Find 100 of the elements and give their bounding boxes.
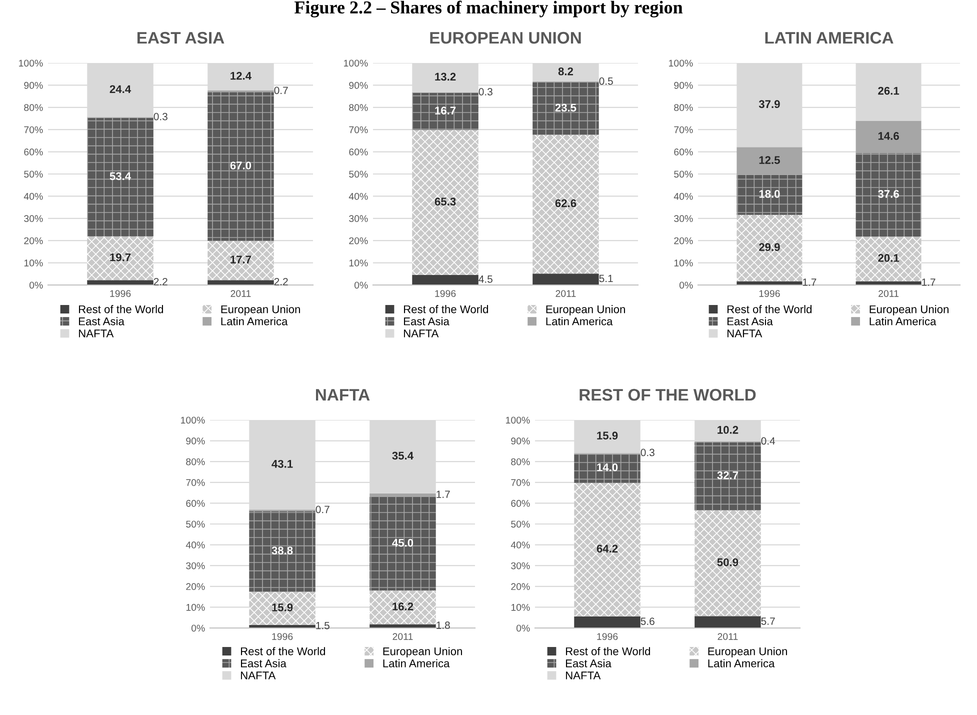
y-tick-label: 70% <box>674 126 693 134</box>
legend-label: East Asia <box>404 317 450 326</box>
legend-label: Rest of the World <box>728 305 812 314</box>
legend-label: East Asia <box>79 317 124 326</box>
y-tick-label: 100% <box>669 60 693 67</box>
legend-label: Rest of the World <box>566 647 650 656</box>
y-tick-label: 0% <box>354 282 368 289</box>
y-tick-label: 50% <box>511 520 530 528</box>
y-tick-label: 80% <box>186 458 205 466</box>
legend-label: NAFTA <box>404 330 439 338</box>
data-label: 4.5 <box>478 276 492 283</box>
data-label: 1.7 <box>922 278 936 286</box>
data-label: 0.5 <box>599 77 613 85</box>
data-label: 0.7 <box>274 86 288 94</box>
y-tick-label: 20% <box>186 583 205 590</box>
y-tick-label: 80% <box>24 104 43 112</box>
y-tick-label: 30% <box>349 215 368 222</box>
y-tick-label: 20% <box>674 237 693 244</box>
y-tick-label: 100% <box>506 416 530 424</box>
legend-label: Latin America <box>221 317 288 326</box>
data-label: 2.2 <box>274 278 288 286</box>
x-tick-label: 2011 <box>878 290 899 297</box>
data-label: 45.0 <box>392 538 414 547</box>
y-tick-label: 90% <box>186 438 205 444</box>
y-tick-label: 60% <box>349 148 368 156</box>
data-label: 14.6 <box>878 132 899 140</box>
data-label: 23.5 <box>555 104 576 112</box>
y-tick-label: 90% <box>24 82 43 89</box>
y-tick-label: 50% <box>674 170 693 178</box>
legend-label: NAFTA <box>79 330 114 338</box>
y-tick-label: 0% <box>516 624 530 632</box>
data-label: 37.9 <box>758 100 780 108</box>
legend-label: East Asia <box>241 659 286 668</box>
data-label: 29.9 <box>759 243 780 252</box>
data-label: 0.3 <box>640 448 654 456</box>
legend-label: East Asia <box>728 317 773 326</box>
y-tick-label: 20% <box>24 237 43 244</box>
data-label: 24.4 <box>110 85 132 93</box>
x-tick-label: 2011 <box>556 290 576 297</box>
y-tick-label: 100% <box>344 60 368 67</box>
y-tick-label: 90% <box>349 82 368 89</box>
y-tick-label: 70% <box>349 126 368 134</box>
y-tick-label: 100% <box>19 60 43 67</box>
y-tick-label: 70% <box>511 479 530 486</box>
data-label: 12.4 <box>230 72 252 80</box>
data-label: 35.4 <box>392 452 414 460</box>
data-label: 16.7 <box>435 106 456 114</box>
x-tick-label: 2011 <box>718 633 738 640</box>
y-tick-label: 40% <box>186 542 205 548</box>
y-tick-label: 0% <box>29 282 43 289</box>
legend-label: Rest of the World <box>241 647 326 656</box>
data-label: 13.2 <box>435 72 456 81</box>
data-label: 50.9 <box>717 558 738 566</box>
data-label: 1.5 <box>316 622 330 630</box>
data-label: 1.7 <box>803 278 816 286</box>
y-tick-label: 10% <box>511 604 530 611</box>
caption: Figure 2.2 – Shares of machinery import by region <box>294 0 683 18</box>
x-tick-label: 1996 <box>435 290 456 297</box>
x-tick-label: 1996 <box>272 633 293 640</box>
x-tick-label: 1996 <box>759 290 780 297</box>
legend-label: Latin America <box>546 317 613 326</box>
data-label: 67.0 <box>230 162 252 170</box>
y-tick-label: 40% <box>510 542 530 548</box>
data-label: 14.0 <box>597 463 618 472</box>
legend-label: Latin America <box>870 317 936 326</box>
legend-label: East Asia <box>566 659 612 668</box>
y-tick-label: 40% <box>348 192 368 200</box>
data-label: 32.7 <box>717 471 738 480</box>
y-tick-label: 50% <box>186 520 205 528</box>
y-tick-label: 80% <box>511 458 530 466</box>
y-tick-label: 90% <box>674 82 693 89</box>
data-label: 38.8 <box>272 546 293 554</box>
data-label: 5.1 <box>599 274 613 282</box>
legend-label: Latin America <box>708 659 775 668</box>
data-label: 12.5 <box>759 156 780 164</box>
y-tick-label: 80% <box>349 104 368 112</box>
y-tick-label: 40% <box>674 192 693 200</box>
legend-label: Rest of the World <box>79 305 164 314</box>
y-tick-label: 70% <box>24 126 43 134</box>
data-label: 53.4 <box>110 172 132 180</box>
y-tick-label: 40% <box>24 192 43 200</box>
y-tick-label: 60% <box>186 500 205 507</box>
data-label: 37.6 <box>878 190 899 198</box>
data-label: 65.3 <box>434 198 456 206</box>
x-tick-label: 2011 <box>230 290 251 297</box>
legend-label: European Union <box>708 647 787 658</box>
y-tick-label: 50% <box>24 170 43 178</box>
legend-label: Latin America <box>383 659 450 668</box>
y-tick-label: 0% <box>679 282 693 289</box>
y-tick-label: 10% <box>674 260 693 266</box>
y-tick-label: 60% <box>674 148 693 156</box>
data-label: 2.2 <box>154 278 168 286</box>
chart-title: EUROPEAN UNION <box>430 32 581 44</box>
legend-label: European Union <box>221 305 300 316</box>
legend-label: NAFTA <box>728 330 762 338</box>
y-tick-label: 10% <box>24 260 43 266</box>
chart-title: EAST ASIA <box>137 32 224 44</box>
legend-label: NAFTA <box>241 672 276 680</box>
data-label: 15.9 <box>597 432 618 440</box>
data-label: 20.1 <box>878 254 900 262</box>
